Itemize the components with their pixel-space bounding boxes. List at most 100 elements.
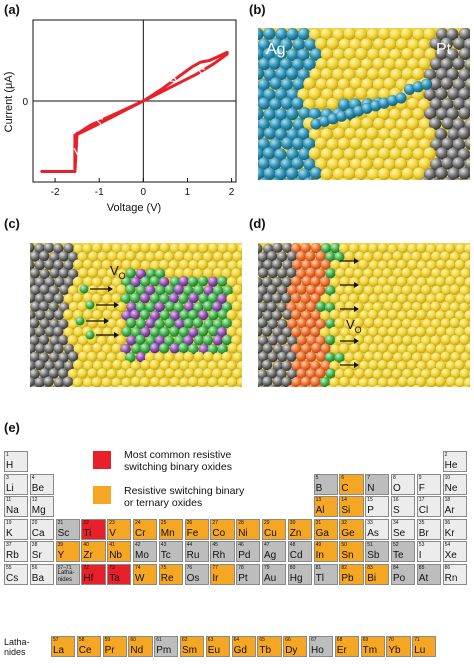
atom (452, 57, 466, 71)
lanthanide-row-label: Latha- nides (4, 637, 30, 657)
element-cell-pb: 82 Pb (339, 564, 364, 586)
atomic-number: 18 (444, 497, 451, 504)
atom (463, 326, 470, 337)
element-cell-tb: 65 Tb (257, 636, 282, 658)
element-symbol: F (418, 482, 425, 494)
element-symbol: Se (393, 527, 406, 539)
atom (282, 177, 292, 180)
element-symbol: Y (57, 550, 65, 562)
atomic-number: 49 (315, 542, 322, 549)
element-cell-pr: 59 Pr (102, 636, 127, 658)
atom (296, 284, 307, 295)
atomic-number: 32 (341, 519, 347, 526)
atom (372, 177, 384, 180)
atom (349, 137, 363, 150)
atom (345, 384, 355, 387)
element-cell-lu: 71 Lu (412, 636, 437, 658)
atom (155, 385, 164, 387)
y-tick-label: 0 (22, 97, 28, 108)
atomic-number: 35 (418, 519, 425, 526)
atom (469, 287, 470, 293)
d-ball-field (258, 243, 470, 387)
atomic-number: 62 (182, 637, 188, 643)
atomic-number: 61 (156, 637, 162, 643)
svg-text:VO: VO (110, 263, 126, 281)
atom (314, 97, 328, 110)
x-tick-label: 1 (185, 187, 191, 198)
element-symbol: Mg (31, 505, 46, 517)
lanthanide-label-line-1: Latha- (4, 637, 30, 647)
atomic-number: 21 (57, 519, 64, 526)
atom (464, 276, 470, 288)
atomic-number: 66 (285, 637, 291, 643)
atom (458, 302, 470, 313)
element-cell-pm: 61 Pm (154, 636, 179, 658)
atomic-number: 77 (212, 565, 218, 571)
atomic-number: 83 (367, 565, 373, 571)
element-cell-nd: 60 Nd (128, 636, 153, 658)
atom (168, 326, 180, 337)
element-cell-zn: 30 Zn (287, 518, 313, 540)
element-symbol: K (6, 527, 13, 539)
element-symbol: Na (6, 505, 19, 517)
atom (373, 384, 383, 387)
element-cell-tl: 81 Tl (313, 564, 338, 586)
atom (394, 57, 408, 71)
panel-label-d: (d) (249, 216, 266, 231)
atom (354, 147, 368, 161)
atom (232, 351, 242, 363)
element-symbol: Er (336, 645, 347, 657)
element-cell-co: 27 Co (210, 518, 235, 540)
atomic-number: 41 (109, 542, 115, 549)
atomic-number: 16 (393, 497, 399, 504)
element-cell-hg: 80 Hg (287, 564, 313, 586)
element-symbol: He (444, 460, 458, 472)
element-symbol: Cr (135, 527, 146, 539)
atom (230, 267, 242, 279)
atomic-number: 3 (6, 474, 9, 481)
atom (145, 317, 156, 329)
element-cell-ti: 22 Ti (81, 518, 106, 540)
direction-arrow (95, 118, 104, 125)
element-cell-mo: 42 Mo (133, 541, 158, 563)
direction-arrow (73, 147, 81, 156)
atom (325, 384, 335, 387)
element-symbol: N (367, 482, 375, 494)
element-cell-cl: 17 Cl (416, 496, 442, 518)
atom (458, 87, 470, 101)
atom (328, 326, 340, 338)
atom (30, 260, 35, 271)
atom (303, 57, 316, 71)
atom (232, 284, 242, 295)
motion-arrowhead (354, 338, 359, 344)
atom (241, 270, 242, 277)
atom (236, 343, 242, 355)
atom (432, 385, 440, 387)
atomic-number: 28 (238, 519, 244, 526)
atom (415, 309, 427, 321)
atom (343, 28, 356, 40)
atomic-number: 10 (444, 474, 451, 481)
atom (292, 177, 303, 180)
element-symbol: Po (393, 573, 406, 585)
atom (391, 368, 403, 380)
atomic-number: 57–71 (57, 565, 72, 571)
element-cell-zr: 40 Zr (81, 541, 106, 563)
element-cell-xe: 54 Xe (442, 541, 467, 563)
atom (358, 292, 370, 304)
x-tick-label: -2 (51, 187, 60, 198)
lanthanide-label-line-2: nides (4, 647, 26, 657)
element-cell-ca: 20 Ca (29, 518, 55, 540)
motion-arrowhead (354, 306, 359, 312)
element-symbol: Pd (238, 550, 251, 562)
atom (203, 385, 212, 387)
atom (261, 326, 273, 337)
atom (286, 351, 297, 363)
atom (202, 300, 214, 312)
atom (396, 177, 407, 180)
atom (258, 317, 268, 329)
element-symbol: Fe (186, 527, 199, 539)
atom (72, 276, 84, 288)
element-cell-ba: 56 Ba (29, 564, 55, 586)
element-cell-ru: 44 Ru (184, 541, 209, 563)
